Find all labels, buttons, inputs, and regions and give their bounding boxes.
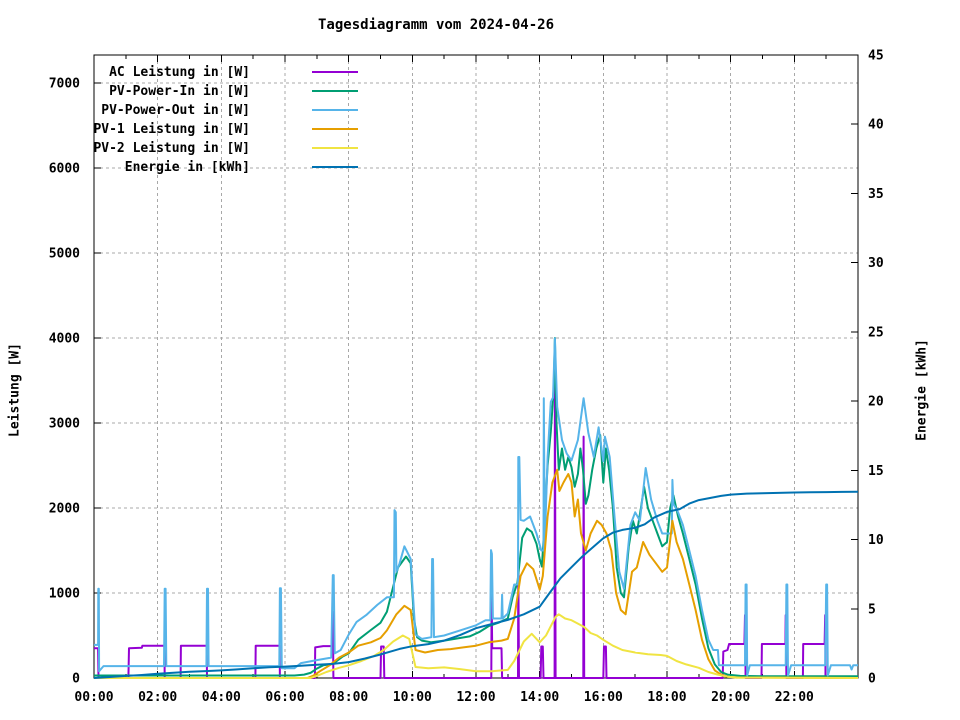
x-axis-tick-label: 06:00 — [265, 690, 304, 705]
y-axis-left-tick-label: 0 — [72, 672, 80, 687]
chart-title: Tagesdiagramm vom 2024-04-26 — [317, 17, 555, 33]
y-axis-right-tick-label: 5 — [868, 602, 876, 617]
y-axis-left-tick-label: 3000 — [49, 417, 80, 432]
y-axis-right-tick-label: 30 — [868, 256, 884, 271]
y-axis-left-tick-label: 5000 — [49, 247, 80, 262]
legend-label-ac: AC Leistung in [W] — [109, 65, 250, 80]
x-axis-tick-label: 22:00 — [775, 690, 814, 705]
x-axis-tick-label: 02:00 — [138, 690, 177, 705]
y-axis-right-tick-label: 0 — [868, 672, 876, 687]
legend-label-energie: Energie in [kWh] — [125, 160, 250, 175]
x-axis-tick-label: 10:00 — [393, 690, 432, 705]
y-axis-right-tick-label: 45 — [868, 49, 884, 64]
y-axis-right-tick-label: 35 — [868, 187, 884, 202]
y-axis-left-tick-label: 1000 — [49, 587, 80, 602]
x-axis-tick-label: 08:00 — [329, 690, 368, 705]
series-pv1-line — [94, 468, 859, 679]
y-axis-left-tick-label: 6000 — [49, 162, 80, 177]
series-pv_power_in-line — [94, 337, 858, 678]
y-axis-left-tick-label: 7000 — [49, 77, 80, 92]
y-axis-right-tick-label: 40 — [868, 118, 884, 133]
series-pv2-line — [94, 613, 859, 679]
series-energie-line — [93, 490, 859, 679]
y-axis-left-tick-label: 2000 — [49, 502, 80, 517]
x-axis-tick-label: 12:00 — [456, 690, 495, 705]
y-axis-right-tick-label: 20 — [868, 395, 884, 410]
x-axis-tick-label: 04:00 — [202, 690, 241, 705]
x-axis-tick-label: 16:00 — [584, 690, 623, 705]
legend-label-pv2: PV-2 Leistung in [W] — [93, 141, 250, 156]
y-axis-right-tick-label: 15 — [868, 464, 884, 479]
legend-label-pv1: PV-1 Leistung in [W] — [93, 122, 250, 137]
y-axis-right-tick-label: 25 — [868, 325, 884, 340]
x-axis-tick-label: 14:00 — [520, 690, 559, 705]
y-axis-left-tick-label: 4000 — [49, 332, 80, 347]
legend-label-pv_power_out: PV-Power-Out in [W] — [101, 103, 250, 118]
legend-label-pv_power_in: PV-Power-In in [W] — [109, 84, 250, 99]
x-axis-tick-label: 20:00 — [711, 690, 750, 705]
x-axis-tick-label: 00:00 — [74, 690, 113, 705]
series-pv_power_out-line — [94, 337, 858, 677]
y-axis-right-tick-label: 10 — [868, 533, 884, 548]
x-axis-tick-label: 18:00 — [647, 690, 686, 705]
